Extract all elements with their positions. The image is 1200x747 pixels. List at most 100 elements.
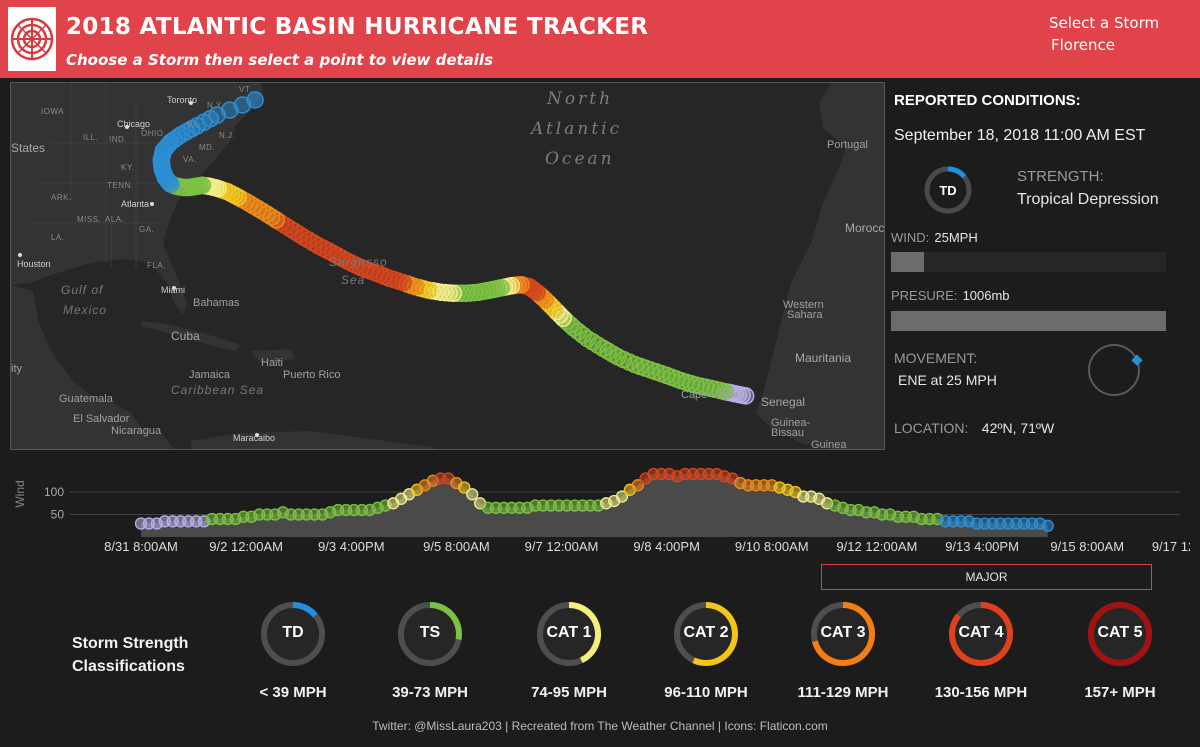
- map-label-nicaragua: Nicaragua: [111, 425, 162, 437]
- north-america-land: [11, 83, 263, 298]
- legend-code: CAT 1: [546, 624, 592, 641]
- strength-ring-icon: [537, 602, 601, 666]
- map-label-iowa: IOWA: [41, 107, 65, 116]
- x-tick-label: 9/15 8:00AM: [1050, 539, 1124, 554]
- legend-code: CAT 5: [1097, 624, 1143, 641]
- map-label-ala: ALA.: [105, 215, 125, 224]
- map-label-caribbean-sea: Caribbean Sea: [171, 383, 265, 397]
- wind-point[interactable]: [466, 488, 479, 501]
- mexico-land: [11, 285, 175, 449]
- map-label-portugal: Portugal: [827, 139, 868, 151]
- map-label-jamaica: Jamaica: [189, 369, 230, 381]
- map-label-houston: Houston: [17, 259, 51, 269]
- wind-value: 25MPH: [934, 230, 978, 245]
- map-label-md: MD.: [199, 143, 216, 152]
- map-label-guinea: Guinea: [811, 439, 847, 450]
- cuba-land: [141, 321, 241, 351]
- movement-compass-icon: [1088, 344, 1143, 396]
- legend-title: Storm Strength Classifications: [72, 632, 188, 678]
- storm-select-dropdown[interactable]: Florence: [1051, 36, 1116, 54]
- movement-label: MOVEMENT:: [894, 350, 978, 366]
- map-label-senegal: Senegal: [761, 395, 806, 409]
- x-tick-label: 9/8 4:00PM: [633, 539, 700, 554]
- strength-code: TD: [939, 183, 956, 198]
- strength-ring-icon: [1088, 602, 1152, 666]
- page-title: 2018 ATLANTIC BASIN HURRICANE TRACKER: [66, 14, 649, 40]
- south-america-land: [191, 431, 436, 449]
- city-dot: [125, 125, 129, 129]
- map-label-va: VA.: [183, 155, 197, 164]
- x-tick-label: 9/17 12:00AM: [1152, 539, 1190, 554]
- map-label-la: LA.: [51, 233, 65, 242]
- page-subtitle: Choose a Storm then select a point to vi…: [66, 51, 494, 69]
- hurricane-logo-icon: [8, 7, 56, 71]
- map-canvas[interactable]: [11, 83, 885, 450]
- africa-land: [756, 113, 884, 449]
- storm-track-map[interactable]: IOWA ILL. IND. OHIO PA. N.Y. VT. N.J. MD. KY. VA. T…: [10, 82, 885, 450]
- track-point[interactable]: [609, 348, 627, 366]
- city-dot: [172, 286, 176, 290]
- track-point[interactable]: [599, 342, 617, 361]
- map-label-north: North: [547, 89, 614, 109]
- wind-point[interactable]: [615, 490, 629, 503]
- legend-range: 39-73 MPH: [392, 684, 468, 701]
- map-label-tenn: TENN.: [107, 181, 134, 190]
- legend-range: 157+ MPH: [1084, 684, 1156, 701]
- city-dot: [189, 101, 193, 105]
- map-label-chicago: Chicago: [117, 119, 151, 129]
- map-label-el-salvador: El Salvador: [73, 413, 130, 425]
- wind-point[interactable]: [631, 479, 644, 492]
- florida-land: [151, 263, 187, 315]
- x-tick-label: 9/3 4:00PM: [318, 539, 385, 554]
- legend-item-cat4: CAT 4 130-156 MPH: [921, 600, 1041, 710]
- map-label-guatemala: Guatemala: [59, 393, 113, 405]
- wind-point[interactable]: [458, 481, 471, 494]
- legend-item-cat3: CAT 3 111-129 MPH: [783, 600, 903, 710]
- legend-item-td: TD < 39 MPH: [233, 600, 353, 710]
- track-point[interactable]: [604, 345, 622, 363]
- track-point[interactable]: [208, 106, 226, 124]
- x-tick-label: 8/31 8:00AM: [104, 539, 178, 554]
- wind-timeline-svg[interactable]: Wind 50 100 8/31 8:00AM 9/2 12:00AM 9/3 4:00P…: [10, 458, 1190, 558]
- legend-title-line2: Classifications: [72, 658, 185, 675]
- city-dot: [18, 253, 22, 257]
- iberia-land: [819, 83, 884, 143]
- map-label-fla: FLA.: [147, 261, 166, 270]
- storm-track[interactable]: [152, 91, 755, 405]
- track-point-current[interactable]: [246, 91, 264, 109]
- wind-timeline-chart[interactable]: Wind 50 100 8/31 8:00AM 9/2 12:00AM 9/3 4:00P…: [10, 458, 1190, 558]
- hispaniola-land: [251, 349, 295, 363]
- map-label-n-y: N.Y.: [207, 101, 224, 110]
- strength-ring-icon: [261, 602, 325, 666]
- location-readout: LOCATION: 42ºN, 71ºW: [894, 420, 1054, 437]
- movement-value: ENE at 25 MPH: [898, 372, 997, 388]
- track-point[interactable]: [299, 231, 318, 249]
- strength-value: Tropical Depression: [1017, 191, 1159, 208]
- map-label-ocean: Ocean: [545, 149, 615, 169]
- strength-ring-icon: TD: [924, 166, 972, 214]
- track-point[interactable]: [304, 234, 323, 252]
- map-label-sahara: Sahara: [787, 309, 823, 321]
- strength-ring-icon: [949, 602, 1013, 666]
- map-label-states: States: [11, 141, 46, 155]
- map-label-ohio: OHIO: [141, 129, 164, 138]
- pressure-bar: [891, 311, 1166, 331]
- wind-point[interactable]: [1041, 519, 1054, 532]
- legend-range: 74-95 MPH: [531, 684, 607, 701]
- x-tick-label: 9/13 4:00PM: [945, 539, 1019, 554]
- legend-code: TS: [419, 624, 441, 641]
- legend-range: 130-156 MPH: [934, 684, 1028, 701]
- strength-label: STRENGTH:: [1017, 168, 1104, 185]
- track-point[interactable]: [309, 237, 328, 255]
- wind-label: WIND:: [891, 230, 930, 245]
- y-axis-label: Wind: [13, 480, 27, 507]
- conditions-title: REPORTED CONDITIONS:: [894, 92, 1081, 109]
- map-label-toronto: Toronto: [167, 95, 198, 105]
- map-label-atlanta: Atlanta: [121, 199, 150, 209]
- map-label-maracaibo: Maracaibo: [233, 433, 276, 443]
- map-label-gulf-of: Gulf of: [61, 283, 104, 297]
- storm-select-label: Select a Storm: [1049, 14, 1160, 32]
- x-tick-label: 9/10 8:00AM: [735, 539, 809, 554]
- conditions-datetime: September 18, 2018 11:00 AM EST: [894, 127, 1146, 144]
- legend-item-cat1: CAT 1 74-95 MPH: [509, 600, 629, 710]
